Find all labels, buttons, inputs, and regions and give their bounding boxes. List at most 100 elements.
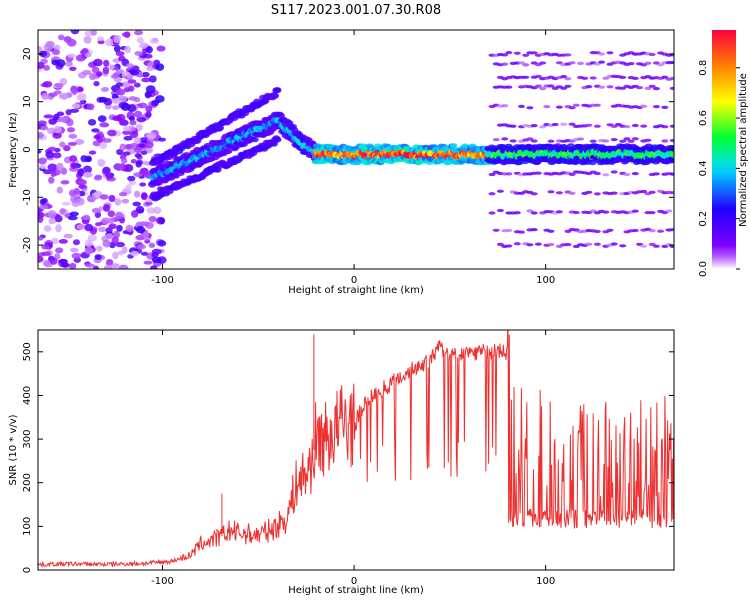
spectrogram-cell xyxy=(141,251,149,256)
spectrogram-cell xyxy=(631,123,639,128)
spectrogram-cell xyxy=(501,137,509,141)
spectrogram-cell xyxy=(48,218,55,225)
spectrogram-cell xyxy=(640,244,648,248)
spectrogram-cell xyxy=(55,224,62,233)
spectrogram-cell xyxy=(652,244,660,248)
spectrogram-cell xyxy=(38,149,42,154)
spectrogram-cell xyxy=(114,198,122,206)
spectrogram-cell xyxy=(123,31,131,38)
spectrogram-cell xyxy=(103,264,113,269)
spectrogram-cell xyxy=(132,201,141,207)
spectrogram-cell xyxy=(115,69,124,74)
spectrogram-cell xyxy=(38,131,44,140)
spectrogram-cell xyxy=(505,172,513,176)
spectrogram-cell xyxy=(572,103,580,107)
snr-ytick-label: 200 xyxy=(22,473,33,492)
spectrogram-cell xyxy=(94,174,103,179)
spectrogram-cell xyxy=(71,88,78,95)
spectrogram-cell xyxy=(107,129,117,137)
spectrogram-cell xyxy=(657,63,665,67)
spectrogram-cell xyxy=(69,155,78,162)
spectrogram-cell xyxy=(75,54,86,62)
spectrogram-cell xyxy=(522,53,530,57)
spectrogram-cell xyxy=(111,98,121,104)
spectrogram-cell xyxy=(125,184,132,192)
spectrogram-cell xyxy=(640,124,648,128)
spectrogram-cell xyxy=(150,101,159,107)
spectrogram-cell xyxy=(99,141,108,150)
snr-xtick-label: -100 xyxy=(151,576,174,587)
spectrogram-cell xyxy=(568,106,576,110)
spectrogram-cell xyxy=(547,242,555,247)
spectrogram-cell xyxy=(543,105,551,109)
spectrogram-cell xyxy=(593,103,601,107)
spectrogram-cell xyxy=(555,191,563,195)
spectrogram-cell xyxy=(114,211,124,220)
spectrogram-cell xyxy=(102,66,110,75)
spectrogram-cell xyxy=(108,64,115,70)
spectrogram-cell xyxy=(66,127,76,133)
spectrogram-xlabel: Height of straight line (km) xyxy=(288,285,424,296)
spectrogram-cell xyxy=(513,211,521,215)
spectrogram-cell xyxy=(501,53,509,57)
spectrogram-cell xyxy=(68,167,79,172)
spectrogram-cell xyxy=(78,179,88,186)
spectrogram-cell xyxy=(669,138,674,143)
spectrogram-cell xyxy=(69,211,79,217)
spectrogram-cell xyxy=(136,244,147,250)
spectrogram-cell xyxy=(59,208,66,215)
spectrogram-cell xyxy=(99,194,109,200)
spectrogram-cell xyxy=(631,137,639,141)
spectrogram-cell xyxy=(45,40,55,48)
spectrogram-cell xyxy=(669,228,674,232)
spectrogram-cell xyxy=(103,59,110,67)
spectrogram-cell xyxy=(141,71,150,78)
spectrogram-cell xyxy=(65,109,72,116)
spectrogram-cell xyxy=(134,50,143,57)
spectrogram-cell xyxy=(669,124,674,128)
spectrogram-cell xyxy=(138,102,148,109)
spectrogram-cell xyxy=(560,122,568,126)
spectrogram-cell xyxy=(648,84,656,88)
colorbar: 0.0 0.2 0.4 0.6 0.8 Normalized spectral ampl… xyxy=(698,30,749,277)
spectrogram-cell xyxy=(97,115,107,123)
spectrogram-cell xyxy=(669,191,674,195)
spectrogram-cell xyxy=(131,210,139,218)
spectrogram-cell xyxy=(116,224,123,232)
spectrogram-cell xyxy=(505,228,513,233)
spectrogram-cell xyxy=(139,42,149,49)
spectrogram-cell xyxy=(602,173,610,177)
spectrogram-cell xyxy=(564,77,572,81)
spectrogram-cell xyxy=(108,194,116,203)
spectrogram-cell xyxy=(39,198,47,206)
spectrogram-cell xyxy=(130,159,137,164)
spectrogram-cell xyxy=(271,92,280,99)
spectrogram-cell xyxy=(115,88,126,96)
spectrogram-cell xyxy=(67,141,77,146)
spectrogram-cell xyxy=(627,62,635,66)
spectrogram-cell xyxy=(40,125,49,131)
spectrogram-cell xyxy=(114,163,124,171)
snr-xlabel: Height of straight line (km) xyxy=(288,585,424,596)
snr-ylabel: SNR (10 * v/v) xyxy=(8,414,19,485)
spectrogram-cell xyxy=(98,226,106,233)
spectrogram-cell xyxy=(105,38,115,47)
spectrogram-cell xyxy=(107,210,115,218)
spectrogram-cell xyxy=(547,139,555,143)
spectrogram-cell xyxy=(54,125,62,134)
spectrogram-cell xyxy=(102,166,111,175)
spectrogram-cell xyxy=(585,85,593,89)
spectrogram-cell xyxy=(58,116,68,123)
spectrogram-cell xyxy=(98,96,108,103)
spectrogram-cell xyxy=(568,122,576,126)
spectrogram-cell xyxy=(449,143,458,149)
spectrogram-cell xyxy=(156,45,166,52)
spectrogram-cell xyxy=(623,125,631,129)
spectrogram-cell xyxy=(111,236,119,245)
spectrogram-cell xyxy=(77,86,84,93)
spectrogram-cell xyxy=(648,229,656,233)
spectrogram-cell xyxy=(134,153,142,158)
spectrogram-cell xyxy=(273,87,282,94)
spectrogram-cell xyxy=(102,138,112,143)
